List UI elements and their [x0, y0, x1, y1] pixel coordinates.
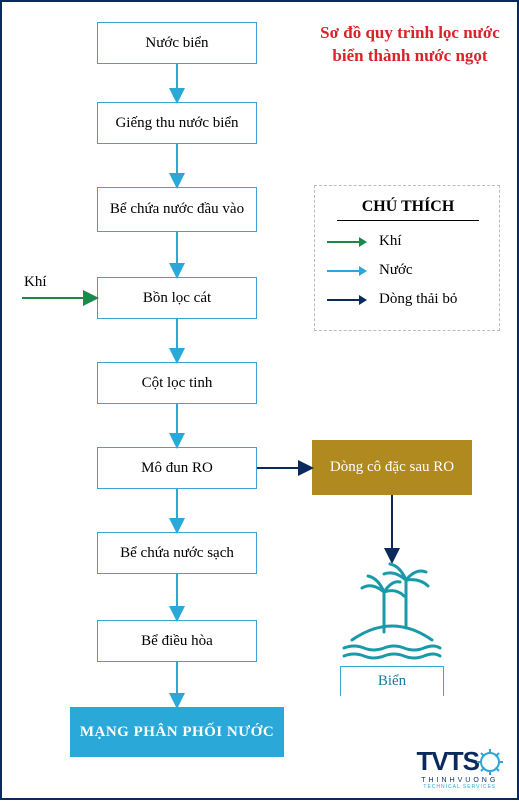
gear-icon	[477, 749, 503, 775]
side-label-khi: Khí	[24, 274, 47, 291]
node-n3: Bể chứa nước đầu vào	[97, 187, 257, 232]
legend-title: CHÚ THÍCH	[337, 198, 479, 221]
node-n8: Bể điều hòa	[97, 620, 257, 662]
logo-sub: THINHVUONG	[417, 777, 503, 784]
sea-label-text: Biển	[378, 673, 406, 690]
node-label: MẠNG PHÂN PHỐI NƯỚC	[80, 724, 274, 741]
legend-item-waste: Dòng thải bỏ	[327, 291, 489, 308]
node-final: MẠNG PHÂN PHỐI NƯỚC	[70, 707, 284, 757]
node-n4: Bồn lọc cát	[97, 277, 257, 319]
node-label: Cột lọc tinh	[142, 374, 213, 393]
node-n1: Nước biển	[97, 22, 257, 64]
node-label: Bể điều hòa	[141, 632, 213, 651]
island-icon	[334, 562, 450, 662]
node-label: Dòng cô đặc sau RO	[330, 459, 454, 476]
node-n7: Bể chứa nước sạch	[97, 532, 257, 574]
sea-label: Biển	[340, 666, 444, 696]
arrow-icon	[327, 293, 367, 307]
arrow-icon	[327, 235, 367, 249]
node-label: Nước biển	[145, 34, 208, 53]
logo-main: TVTS	[417, 746, 503, 777]
legend-item-water: Nước	[327, 262, 489, 279]
node-n6: Mô đun RO	[97, 447, 257, 489]
node-label: Giếng thu nước biển	[115, 114, 238, 133]
legend-label: Khí	[379, 233, 402, 250]
node-label: Bể chứa nước đầu vào	[110, 200, 244, 219]
node-label: Mô đun RO	[141, 459, 213, 478]
node-label: Bể chứa nước sạch	[120, 544, 234, 563]
legend-label: Dòng thải bỏ	[379, 291, 457, 308]
diagram-title: Sơ đồ quy trình lọc nước biển thành nước…	[320, 22, 500, 68]
legend-label: Nước	[379, 262, 413, 279]
node-n2: Giếng thu nước biển	[97, 102, 257, 144]
legend-item-air: Khí	[327, 233, 489, 250]
legend-box: CHÚ THÍCH Khí Nước Dòng thải bỏ	[314, 185, 500, 331]
node-ro: Dòng cô đặc sau RO	[312, 440, 472, 495]
node-n5: Cột lọc tinh	[97, 362, 257, 404]
brand-logo: TVTS THINHVUONG TECHNICAL SERVICES	[417, 746, 503, 790]
node-label: Bồn lọc cát	[143, 289, 211, 308]
arrow-icon	[327, 264, 367, 278]
logo-sub2: TECHNICAL SERVICES	[417, 784, 503, 790]
